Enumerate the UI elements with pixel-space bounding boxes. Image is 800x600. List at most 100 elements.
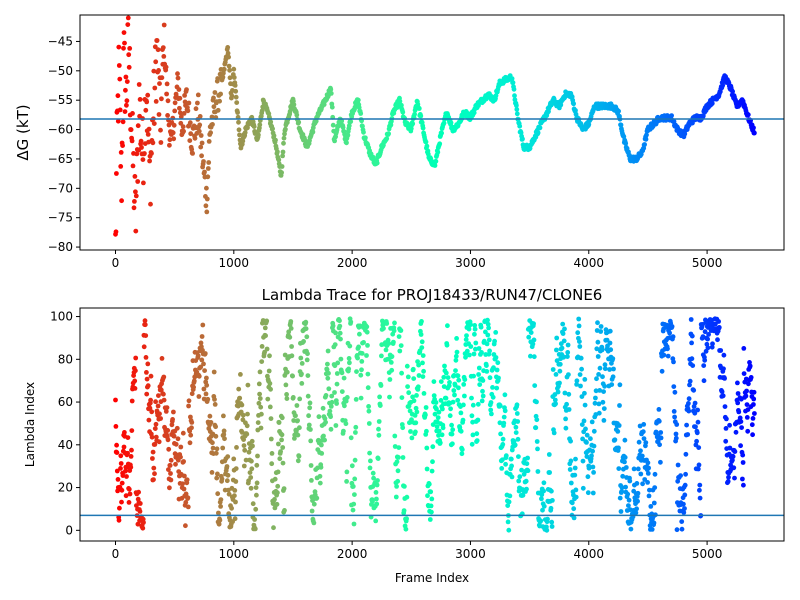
lambda-point bbox=[233, 499, 238, 505]
lambda-point bbox=[364, 324, 370, 330]
y-tick-label: −55 bbox=[48, 93, 73, 107]
lambda-point bbox=[735, 400, 741, 406]
lambda-point bbox=[225, 472, 231, 478]
lambda-point bbox=[608, 347, 614, 353]
lambda-point bbox=[638, 471, 644, 477]
lambda-point bbox=[164, 405, 170, 410]
x-tick-label: 2000 bbox=[337, 256, 368, 270]
lambda-point bbox=[471, 351, 477, 357]
lambda-point bbox=[401, 508, 407, 513]
lambda-point bbox=[180, 481, 186, 487]
lambda-point bbox=[428, 503, 434, 509]
lambda-point bbox=[257, 369, 263, 375]
lambda-point bbox=[191, 384, 197, 390]
lambda-point bbox=[531, 337, 537, 343]
lambda-point bbox=[672, 389, 678, 395]
lambda-point bbox=[314, 495, 320, 501]
lambda-point bbox=[656, 418, 662, 424]
lambda-point bbox=[265, 396, 271, 402]
lambda-point bbox=[580, 458, 586, 464]
delta-g-point bbox=[416, 106, 422, 111]
delta-g-point bbox=[120, 119, 126, 125]
lambda-point bbox=[396, 455, 401, 460]
lambda-point bbox=[475, 417, 481, 423]
lambda-point bbox=[306, 422, 312, 428]
delta-g-point bbox=[256, 132, 261, 138]
delta-g-point bbox=[279, 170, 284, 176]
lambda-point bbox=[358, 395, 364, 401]
delta-g-point bbox=[127, 46, 133, 51]
lambda-point bbox=[143, 333, 149, 338]
lambda-point bbox=[243, 457, 249, 463]
lambda-point bbox=[640, 481, 645, 487]
lambda-point bbox=[393, 494, 399, 500]
delta-g-point bbox=[190, 151, 196, 156]
lambda-point bbox=[364, 329, 370, 335]
lambda-point bbox=[687, 378, 693, 384]
lambda-point bbox=[693, 424, 698, 430]
lambda-point bbox=[689, 340, 694, 346]
lambda-x-axis-label: Frame Index bbox=[395, 571, 469, 585]
lambda-point bbox=[619, 489, 625, 494]
lambda-point bbox=[218, 497, 224, 502]
delta-g-point bbox=[643, 136, 649, 142]
delta-g-point bbox=[165, 98, 171, 104]
lambda-point bbox=[635, 498, 640, 504]
lambda-chart-title: Lambda Trace for PROJ18433/RUN47/CLONE6 bbox=[262, 286, 603, 304]
lambda-point bbox=[347, 343, 353, 349]
lambda-point bbox=[221, 428, 227, 434]
delta-g-point bbox=[231, 66, 237, 72]
lambda-point bbox=[245, 382, 251, 388]
lambda-point bbox=[474, 438, 480, 443]
lambda-point bbox=[596, 372, 601, 377]
lambda-point bbox=[254, 492, 259, 498]
lambda-point bbox=[196, 394, 202, 399]
lambda-point bbox=[622, 437, 628, 443]
lambda-point bbox=[738, 419, 744, 424]
lambda-point bbox=[716, 325, 722, 330]
delta-g-point bbox=[435, 149, 441, 155]
lambda-point bbox=[391, 328, 397, 334]
lambda-point bbox=[576, 323, 582, 329]
lambda-point bbox=[404, 516, 409, 522]
lambda-point bbox=[732, 449, 738, 454]
lambda-point bbox=[738, 443, 743, 449]
lambda-point bbox=[256, 381, 262, 387]
lambda-point bbox=[750, 416, 756, 421]
delta-g-point bbox=[273, 137, 278, 143]
delta-g-point bbox=[177, 105, 182, 111]
lambda-point bbox=[229, 505, 235, 511]
lambda-point bbox=[491, 365, 496, 371]
lambda-point bbox=[116, 517, 122, 523]
lambda-point bbox=[471, 373, 476, 379]
lambda-point bbox=[562, 390, 568, 396]
lambda-point bbox=[476, 346, 482, 351]
delta-g-point bbox=[211, 95, 216, 101]
lambda-point bbox=[616, 423, 622, 428]
lambda-point bbox=[350, 484, 356, 489]
lambda-point bbox=[723, 426, 729, 431]
lambda-point bbox=[150, 456, 155, 461]
lambda-point bbox=[375, 478, 380, 483]
x-tick-label: 1000 bbox=[219, 547, 250, 561]
lambda-point bbox=[421, 391, 427, 396]
delta-g-x-ticks: 0 1000 2000 3000 4000 5000 bbox=[112, 250, 722, 270]
lambda-point bbox=[435, 415, 441, 420]
delta-g-point bbox=[152, 85, 158, 91]
delta-g-point bbox=[229, 93, 235, 99]
lambda-point bbox=[348, 435, 354, 441]
lambda-point bbox=[565, 342, 571, 348]
lambda-point bbox=[318, 464, 324, 470]
lambda-point bbox=[528, 353, 533, 359]
lambda-point bbox=[617, 403, 622, 408]
delta-g-point bbox=[400, 109, 406, 115]
lambda-point bbox=[560, 331, 566, 336]
delta-g-point bbox=[745, 112, 751, 118]
lambda-point bbox=[136, 489, 142, 495]
delta-g-point bbox=[116, 63, 122, 68]
lambda-point bbox=[258, 404, 264, 410]
lambda-point bbox=[590, 490, 596, 496]
lambda-point bbox=[553, 372, 559, 377]
delta-g-point bbox=[332, 138, 337, 144]
lambda-point bbox=[601, 389, 606, 394]
